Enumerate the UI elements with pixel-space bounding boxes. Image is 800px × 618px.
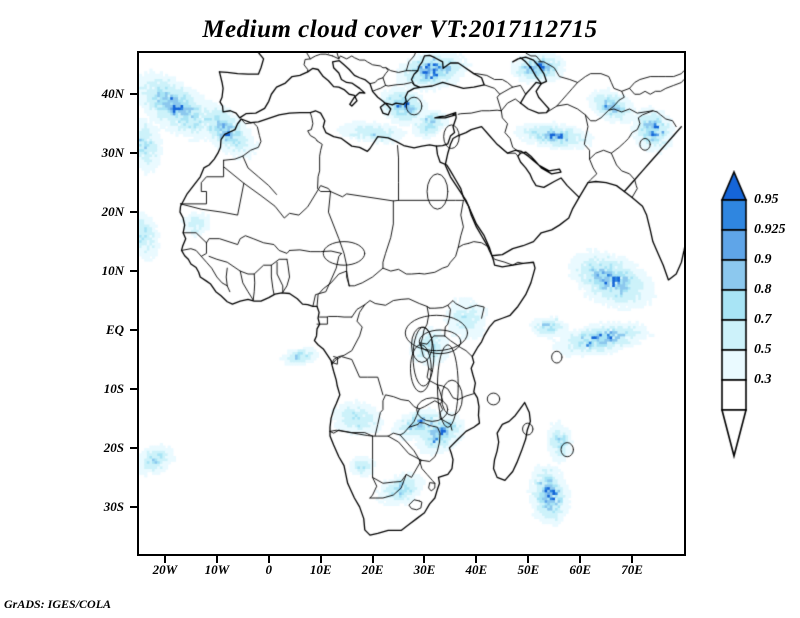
y-axis-tick-label-10n: 10N: [101, 263, 124, 279]
x-axis-tick-mark: [215, 556, 218, 563]
y-axis-tick-label-eq: EQ: [105, 322, 124, 338]
page-title: Medium cloud cover VT:2017112715: [202, 16, 598, 43]
x-axis-tick-mark: [579, 556, 582, 563]
colorbar-label-0-9: 0.9: [754, 252, 772, 267]
footer-credit: GrADS: IGES/COLA: [4, 597, 112, 611]
x-axis-tick-label-60e: 60E: [569, 562, 592, 577]
x-axis-tick-label-20e: 20E: [361, 562, 384, 577]
colorbar-label-0-8: 0.8: [754, 282, 772, 297]
x-axis-tick-label-40e: 40E: [465, 562, 488, 577]
colorbar-label-0-7: 0.7: [754, 312, 772, 327]
colorbar-label-0-925: 0.925: [754, 222, 786, 237]
y-axis-tick-mark: [130, 152, 137, 155]
x-axis-tick-mark: [371, 556, 374, 563]
y-axis-tick-label-10s: 10S: [103, 380, 124, 396]
x-axis-tick-label-10w: 10W: [204, 562, 230, 577]
y-axis-tick-label-30n: 30N: [101, 145, 124, 161]
colorbar-label-0-3: 0.3: [754, 372, 772, 387]
x-axis-tick-mark: [527, 556, 530, 563]
y-axis-tick-label-20n: 20N: [101, 204, 124, 220]
colorbar-label-0-5: 0.5: [754, 342, 772, 357]
x-axis-tick-mark: [423, 556, 426, 563]
y-axis-tick-mark: [130, 329, 137, 332]
colorbar-label-0-95: 0.95: [754, 192, 779, 207]
colorbar-legend: 0.95 0.925 0.9 0.8 0.7 0.5 0.3: [700, 170, 800, 460]
y-axis-tick-mark: [130, 270, 137, 273]
x-axis-tick-label-10e: 10E: [309, 562, 332, 577]
x-axis-tick-mark: [163, 556, 166, 563]
colorbar-swatches: [700, 170, 800, 460]
y-axis-tick-mark: [130, 93, 137, 96]
y-axis-tick-mark: [130, 387, 137, 390]
x-axis-tick-mark: [319, 556, 322, 563]
y-axis-tick-label-40n: 40N: [101, 86, 124, 102]
x-axis-tick-label-0: 0: [265, 562, 273, 577]
y-axis-tick-mark: [130, 211, 137, 214]
x-axis-tick-label-30e: 30E: [413, 562, 436, 577]
map-plot-area: [137, 51, 686, 556]
y-axis-tick-mark: [130, 505, 137, 508]
x-axis-tick-mark: [475, 556, 478, 563]
x-axis-tick-mark: [631, 556, 634, 563]
x-axis-tick-label-70e: 70E: [621, 562, 643, 577]
x-axis-tick-mark: [267, 556, 270, 563]
y-axis-tick-mark: [130, 446, 137, 449]
x-axis-tick-label-50e: 50E: [517, 562, 540, 577]
y-axis-tick-label-30s: 30S: [103, 498, 124, 514]
x-axis-tick-label-20w: 20W: [152, 562, 178, 577]
cloud-cover-map: [139, 53, 684, 554]
y-axis-tick-label-20s: 20S: [103, 439, 124, 455]
